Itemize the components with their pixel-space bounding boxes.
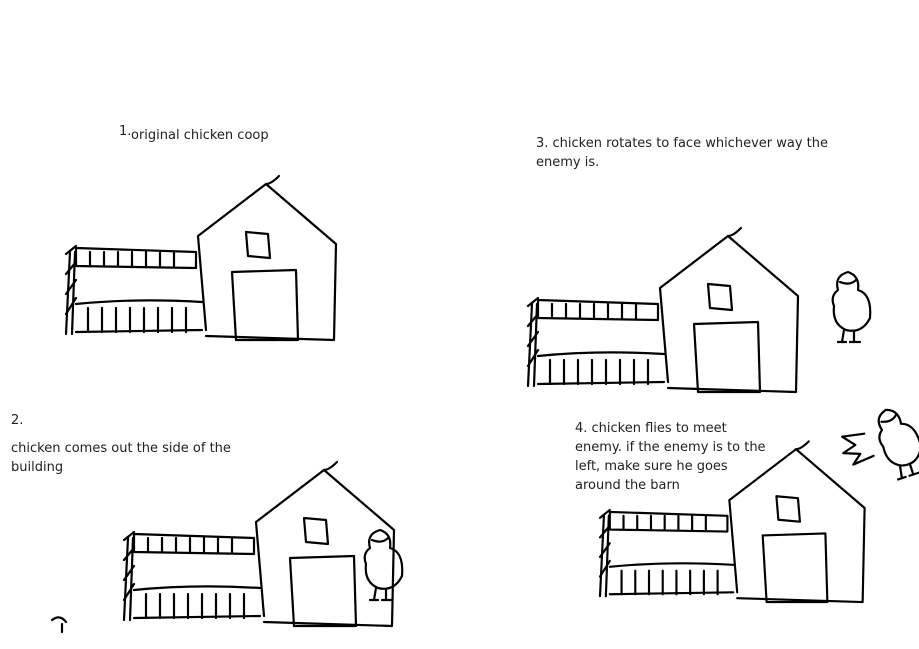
panel-3-caption: 3. chicken rotates to face whichever way… [536, 136, 833, 170]
panel-1-number: 1. [119, 124, 132, 139]
panel-1-coop [64, 174, 338, 342]
panel-2-caption: chicken comes out the side of the buildi… [11, 441, 236, 475]
panel-3-chicken [831, 270, 872, 344]
panel-4-chicken [841, 401, 919, 483]
panel-2-number: 2. [11, 413, 24, 428]
panel-2-coop [122, 460, 396, 628]
panel-4-coop [598, 440, 866, 604]
panel-2-small-mark [50, 616, 68, 634]
panel-2-chicken [363, 528, 404, 602]
panel-3-coop [526, 226, 800, 394]
panel-4-caption: 4. chicken flies to meet enemy. if the e… [575, 421, 770, 493]
panel-1-caption: original chicken coop [131, 128, 269, 143]
